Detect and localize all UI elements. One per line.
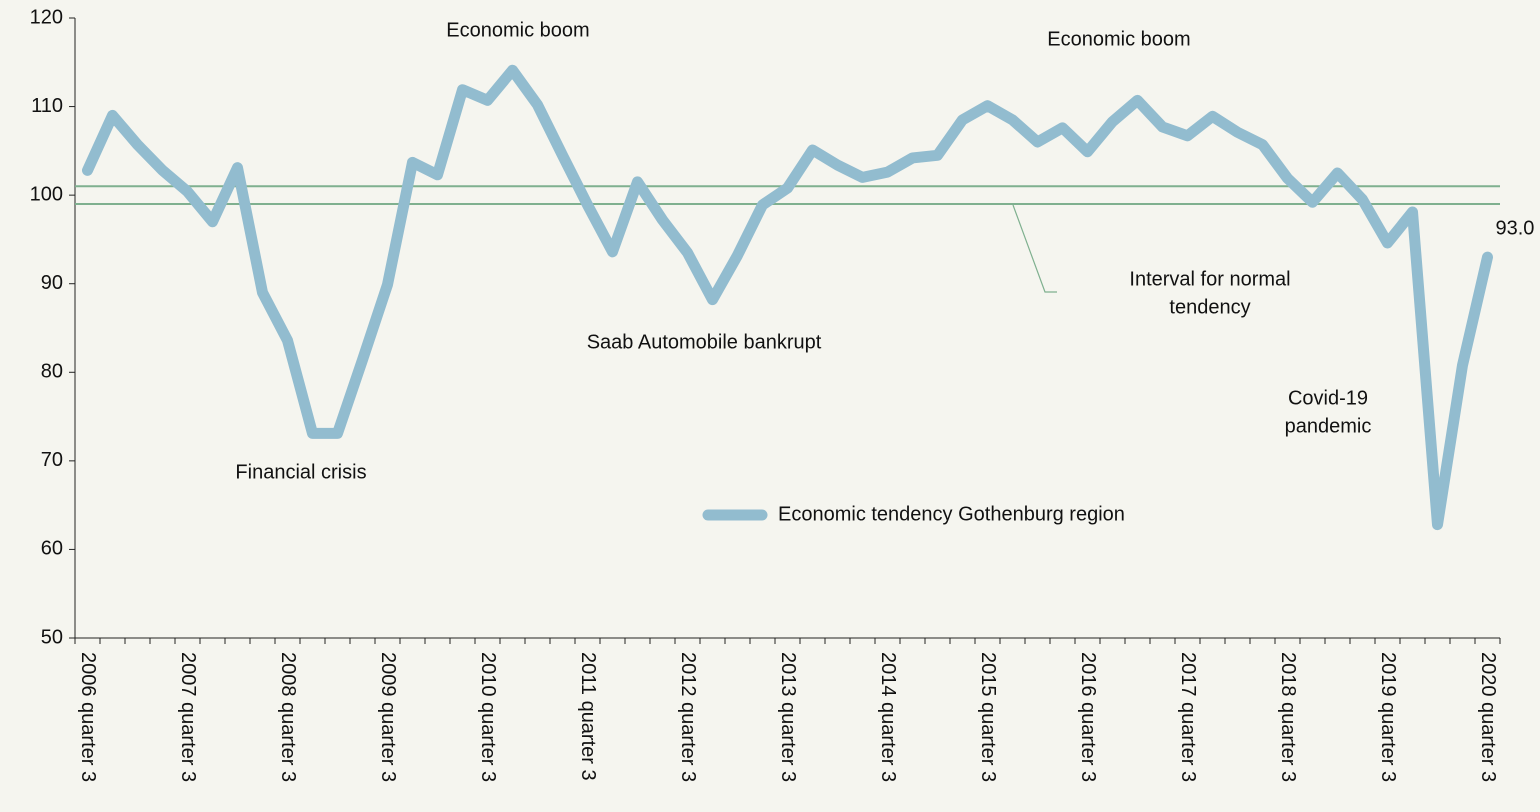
y-tick-label: 70 xyxy=(41,449,63,471)
line-series xyxy=(82,64,1493,531)
y-tick-label: 80 xyxy=(41,361,63,383)
x-tick-label: 2013 quarter 3 xyxy=(777,652,799,782)
x-tick-label: 2019 quarter 3 xyxy=(1377,652,1399,782)
x-tick-label: 2010 quarter 3 xyxy=(477,652,499,782)
annotation: Economic boom xyxy=(1047,28,1190,50)
x-tick-label: 2009 quarter 3 xyxy=(377,652,399,782)
x-tick-label: 2007 quarter 3 xyxy=(177,652,199,782)
annotation: Financial crisis xyxy=(235,461,366,483)
annotation: Economic boom xyxy=(446,19,589,41)
legend-label: Economic tendency Gothenburg region xyxy=(778,503,1125,525)
y-tick-label: 90 xyxy=(41,272,63,294)
annotation-connector xyxy=(1012,204,1057,293)
x-tick-label: 2006 quarter 3 xyxy=(77,652,99,782)
annotation: pandemic xyxy=(1285,415,1372,437)
y-tick-label: 110 xyxy=(31,95,63,117)
y-tick-label: 60 xyxy=(41,538,63,560)
annotation: Covid-19 xyxy=(1288,387,1368,409)
y-tick-label: 120 xyxy=(30,6,63,28)
x-tick-label: 2012 quarter 3 xyxy=(677,652,699,782)
x-tick-label: 2016 quarter 3 xyxy=(1077,652,1099,782)
x-tick-label: 2015 quarter 3 xyxy=(977,652,999,782)
x-tick-label: 2020 quarter 3 xyxy=(1477,652,1499,782)
x-tick-label: 2014 quarter 3 xyxy=(877,652,899,782)
y-tick-label: 50 xyxy=(41,626,63,648)
annotation: Interval for normal xyxy=(1129,268,1290,290)
x-tick-label: 2018 quarter 3 xyxy=(1277,652,1299,782)
y-tick-label: 100 xyxy=(30,183,63,205)
annotation: Saab Automobile bankrupt xyxy=(587,331,822,353)
x-tick-label: 2017 quarter 3 xyxy=(1177,652,1199,782)
x-tick-label: 2008 quarter 3 xyxy=(277,652,299,782)
x-tick-label: 2011 quarter 3 xyxy=(577,652,599,781)
value-label: 93.0 xyxy=(1496,217,1535,239)
annotation: tendency xyxy=(1169,296,1250,318)
